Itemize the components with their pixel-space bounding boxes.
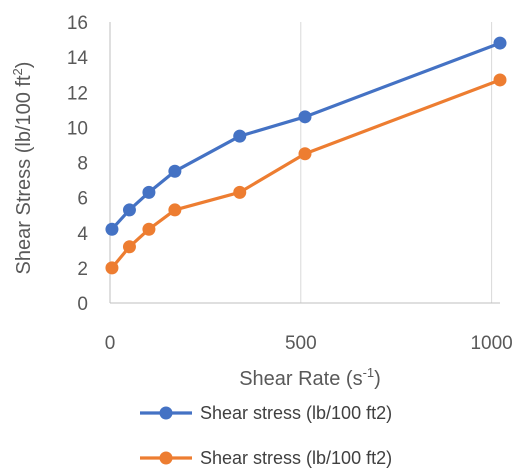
- series-1-point-5: [233, 129, 247, 143]
- x-tick-label-0: 0: [105, 333, 116, 354]
- series-2-point-3: [142, 222, 156, 236]
- y-tick-label-12: 12: [67, 83, 88, 104]
- series-2-point-5: [233, 185, 247, 199]
- x-axis-title: Shear Rate (s-1): [239, 365, 381, 390]
- tick-labels: 0 2 4 6 8 10 12 14 16 0 500 1000: [67, 13, 513, 354]
- series-1-line: [110, 41, 502, 231]
- y-tick-label-14: 14: [67, 48, 89, 69]
- y-axis-title: Shear Stress (lb/100 ft2): [10, 62, 35, 275]
- x-tick-label-1000: 1000: [470, 333, 512, 354]
- series-2-point-7: [493, 73, 507, 87]
- legend: Shear stress (lb/100 ft2) Shear stress (l…: [140, 403, 392, 468]
- series-2-point-1: [105, 261, 119, 275]
- series-1: [105, 36, 507, 236]
- legend-item-2: Shear stress (lb/100 ft2): [140, 448, 392, 468]
- series-1-point-7: [493, 36, 507, 50]
- series-2-point-4: [168, 203, 182, 217]
- y-tick-label-4: 4: [77, 224, 88, 245]
- y-tick-label-8: 8: [77, 154, 88, 175]
- legend-label-2: Shear stress (lb/100 ft2): [200, 448, 392, 468]
- gridlines: [300, 22, 493, 303]
- y-tick-label-2: 2: [77, 259, 88, 280]
- legend-item-1: Shear stress (lb/100 ft2): [140, 403, 392, 423]
- y-tick-label-10: 10: [67, 118, 88, 139]
- series-1-point-6: [298, 110, 312, 124]
- series-1-point-2: [122, 203, 136, 217]
- series-1-point-1: [105, 222, 119, 236]
- legend-marker-1: [159, 406, 173, 420]
- series-2-point-6: [298, 147, 312, 161]
- legend-label-1: Shear stress (lb/100 ft2): [200, 403, 392, 423]
- x-tick-label-500: 500: [285, 333, 317, 354]
- legend-marker-2: [159, 451, 173, 465]
- series-2: [105, 73, 507, 275]
- y-tick-label-0: 0: [77, 294, 88, 315]
- y-tick-label-16: 16: [67, 13, 88, 34]
- series-2-point-2: [122, 240, 136, 254]
- series-1-point-3: [142, 185, 156, 199]
- y-tick-label-6: 6: [77, 189, 88, 210]
- series-1-point-4: [168, 164, 182, 178]
- series-layer: [105, 36, 507, 275]
- axes: [109, 22, 500, 304]
